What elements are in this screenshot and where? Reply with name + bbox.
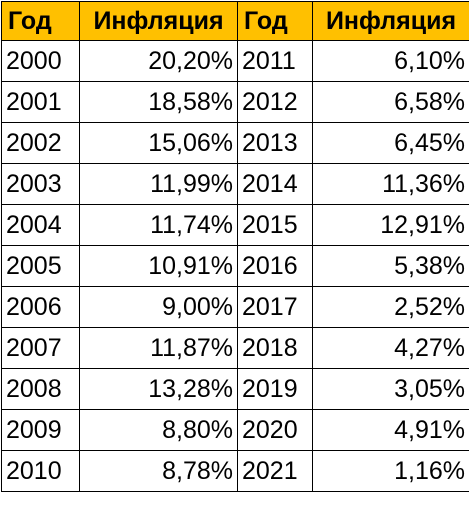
year-cell: 2000 [2, 41, 80, 82]
inflation-cell: 11,87% [80, 328, 238, 369]
header-cell: Инфляция [313, 2, 469, 41]
year-cell: 2007 [2, 328, 80, 369]
inflation-cell: 6,10% [313, 41, 469, 82]
inflation-cell: 8,78% [80, 451, 238, 492]
year-cell: 2012 [238, 82, 313, 123]
inflation-cell: 11,36% [313, 164, 469, 205]
inflation-cell: 11,99% [80, 164, 238, 205]
year-cell: 2021 [238, 451, 313, 492]
inflation-cell: 8,80% [80, 410, 238, 451]
year-cell: 2009 [2, 410, 80, 451]
inflation-cell: 5,38% [313, 246, 469, 287]
inflation-cell: 20,20% [80, 41, 238, 82]
inflation-cell: 15,06% [80, 123, 238, 164]
year-cell: 2018 [238, 328, 313, 369]
year-cell: 2001 [2, 82, 80, 123]
inflation-cell: 4,91% [313, 410, 469, 451]
year-cell: 2014 [238, 164, 313, 205]
year-cell: 2015 [238, 205, 313, 246]
inflation-cell: 9,00% [80, 287, 238, 328]
inflation-cell: 1,16% [313, 451, 469, 492]
year-cell: 2002 [2, 123, 80, 164]
inflation-cell: 6,58% [313, 82, 469, 123]
year-cell: 2019 [238, 369, 313, 410]
year-cell: 2008 [2, 369, 80, 410]
inflation-cell: 2,52% [313, 287, 469, 328]
inflation-cell: 11,74% [80, 205, 238, 246]
year-cell: 2010 [2, 451, 80, 492]
inflation-cell: 6,45% [313, 123, 469, 164]
year-cell: 2016 [238, 246, 313, 287]
inflation-cell: 4,27% [313, 328, 469, 369]
year-cell: 2003 [2, 164, 80, 205]
inflation-cell: 12,91% [313, 205, 469, 246]
year-cell: 2013 [238, 123, 313, 164]
inflation-cell: 13,28% [80, 369, 238, 410]
inflation-cell: 3,05% [313, 369, 469, 410]
year-cell: 2005 [2, 246, 80, 287]
header-cell: Год [2, 2, 80, 41]
inflation-cell: 10,91% [80, 246, 238, 287]
header-cell: Год [238, 2, 313, 41]
inflation-cell: 18,58% [80, 82, 238, 123]
year-cell: 2020 [238, 410, 313, 451]
year-cell: 2006 [2, 287, 80, 328]
year-cell: 2011 [238, 41, 313, 82]
year-cell: 2004 [2, 205, 80, 246]
year-cell: 2017 [238, 287, 313, 328]
header-cell: Инфляция [80, 2, 238, 41]
